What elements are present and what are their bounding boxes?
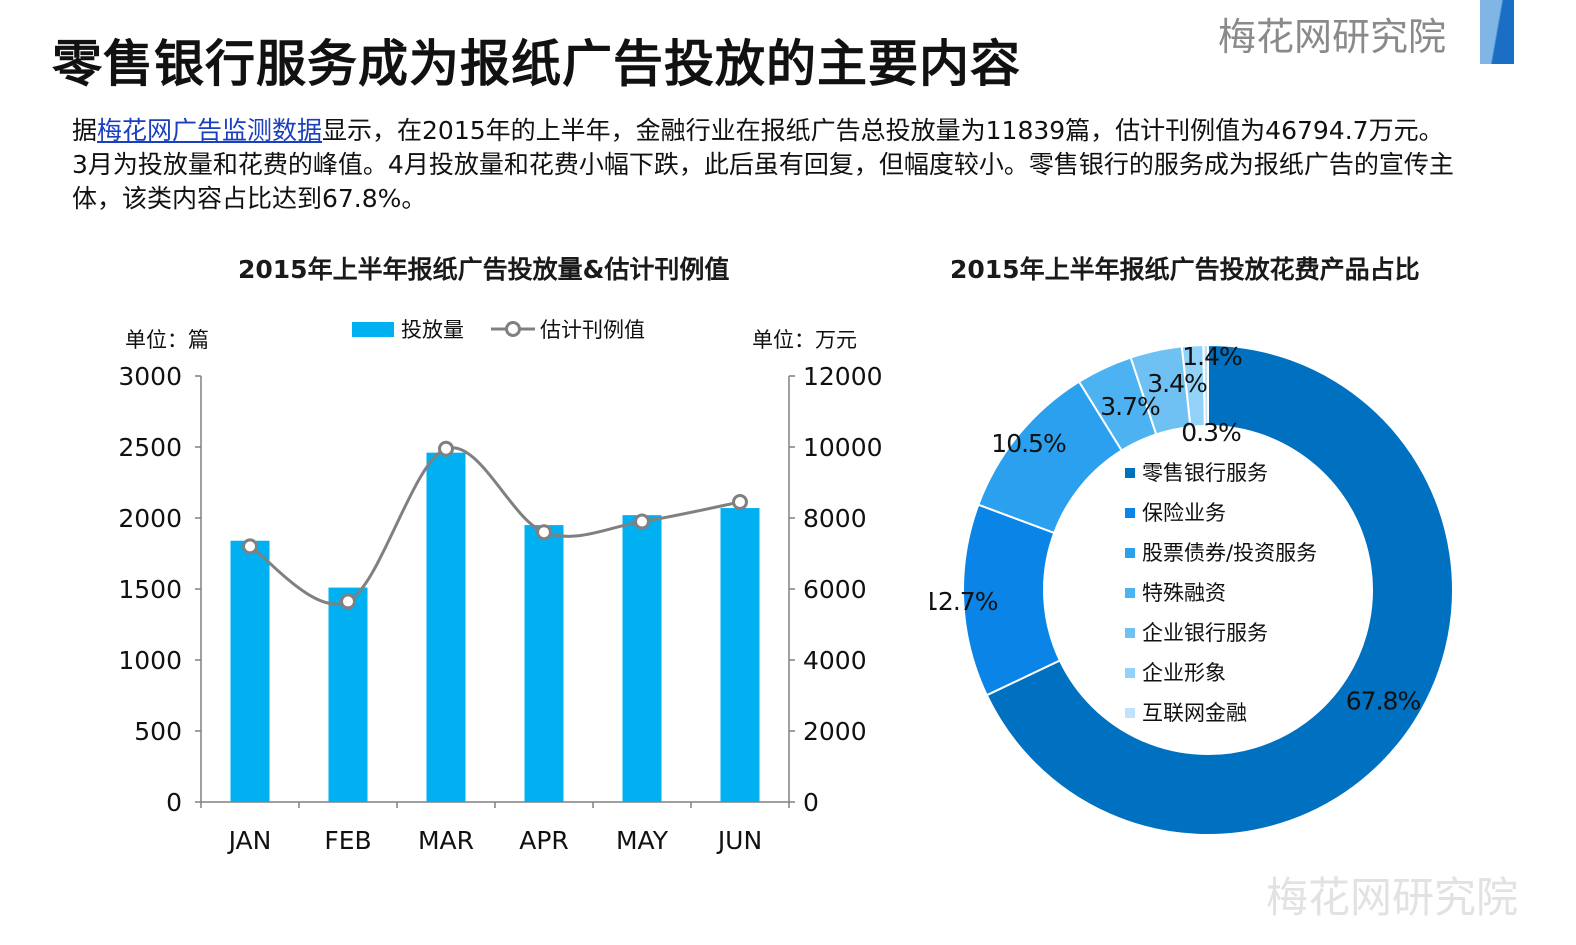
bar-may [622,515,662,802]
intro-prefix: 据 [72,116,98,145]
intro-body: 显示，在2015年的上半年，金融行业在报纸广告总投放量为11839篇，估计刊例值… [72,116,1454,213]
legend-label: 特殊融资 [1142,581,1226,605]
left-tick-label: 500 [134,717,182,746]
donut-slice [985,343,1454,836]
left-tick-label: 2500 [118,433,182,462]
line-point-jan [242,538,258,555]
legend-line-marker [505,321,521,337]
legend-label: 股票债券/投资服务 [1142,541,1317,565]
x-tick-label: MAR [418,826,474,855]
line-point-apr [536,524,552,541]
left-tick-label: 1500 [118,575,182,604]
left-tick-label: 0 [166,788,182,817]
x-tick-label: APR [519,826,569,855]
legend-swatch [1125,668,1135,678]
donut-data-label: 3.7% [1100,392,1160,421]
left-tick-label: 2000 [118,504,182,533]
brand-name: 梅花网研究院 [1218,15,1447,59]
left-tick-label: 1000 [118,646,182,675]
right-tick-label: 2000 [803,717,867,746]
donut-data-label: 67.8% [1346,687,1421,716]
right-tick-label: 10000 [803,433,883,462]
legend-swatch [1125,548,1135,558]
line-point-jun [732,494,748,511]
donut-data-label: 12.7% [930,587,998,616]
legend-swatch [1125,508,1135,518]
bar-chart-title: 2015年上半年报纸广告投放量&估计刊例值 [238,255,730,284]
left-tick-label: 3000 [118,362,182,391]
right-tick-label: 0 [803,788,819,817]
bar-apr [524,525,564,802]
line-point-feb [340,593,356,610]
left-axis-unit: 单位：篇 [125,328,209,352]
x-tick-label: JUN [716,826,762,855]
right-tick-label: 6000 [803,575,867,604]
donut-data-label: 1.4% [1182,342,1242,371]
bar-jun [720,508,760,802]
right-tick-label: 12000 [803,362,883,391]
x-tick-label: JAN [227,826,272,855]
intro-paragraph: 据梅花网广告监测数据显示，在2015年的上半年，金融行业在报纸广告总投放量为11… [72,114,1462,216]
right-axis-unit: 单位：万元 [752,328,857,352]
bar-jan [230,540,270,802]
line-point-mar [438,440,454,457]
donut-chart-title: 2015年上半年报纸广告投放花费产品占比 [950,255,1420,284]
bar-feb [328,587,368,802]
legend-label: 企业形象 [1142,661,1226,685]
bar-line-chart: 0 500 1000 1500 2000 2500 3000 0 2000 4000 6000 800… [118,318,883,855]
legend-line-label: 估计刊例值 [540,318,645,342]
line-series-path [249,446,741,606]
legend-bar-label: 投放量 [401,318,464,342]
legend-swatch [1125,628,1135,638]
x-tick-label: MAY [616,826,669,855]
page-title: 零售银行服务成为报纸广告投放的主要内容 [52,35,1021,93]
legend-label: 保险业务 [1142,501,1226,525]
line-point-may [634,513,650,530]
bar-mar [426,452,466,802]
x-tick-label: FEB [324,826,371,855]
legend-label: 企业银行服务 [1142,621,1268,645]
legend-label: 零售银行服务 [1142,461,1268,485]
donut-chart: 67.8% 12.7% 10.5% 3.7%3.4%1.4% 0.3% 零售银行服务保险业… [930,342,1454,836]
monitoring-data-link[interactable]: 梅花网广告监测数据 [97,116,323,145]
watermark: 梅花网研究院 [1266,873,1519,922]
legend-swatch [1125,708,1135,718]
legend-bar-swatch [352,322,394,337]
brand-logo-bar [1480,0,1514,64]
right-tick-label: 8000 [803,504,867,533]
donut-data-label: 3.4% [1147,369,1207,398]
legend-swatch [1125,588,1135,598]
right-tick-label: 4000 [803,646,867,675]
donut-slice [1202,343,1209,428]
legend-swatch [1125,468,1135,478]
legend-label: 互联网金融 [1142,701,1247,725]
donut-data-label: 10.5% [991,429,1066,458]
donut-data-label: 0.3% [1181,418,1241,447]
